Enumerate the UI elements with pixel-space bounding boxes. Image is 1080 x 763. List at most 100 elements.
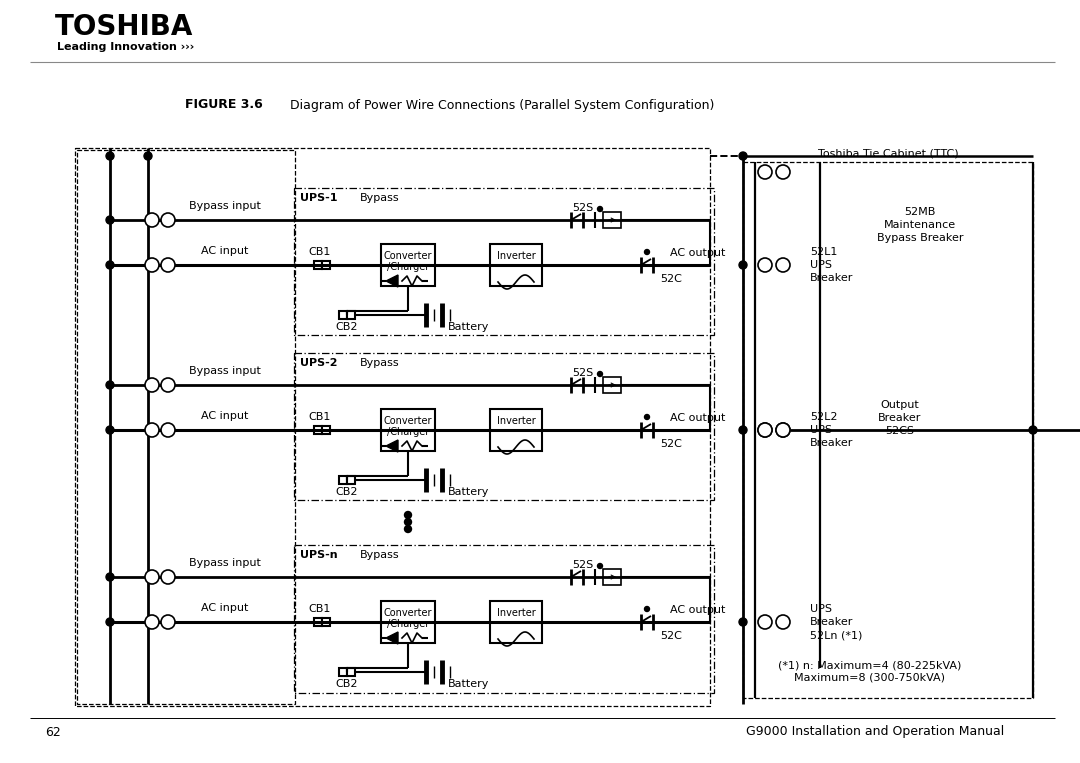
Text: CB1: CB1 — [309, 604, 332, 614]
Bar — [347, 311, 355, 319]
Text: AC input: AC input — [201, 411, 248, 421]
Text: Converter: Converter — [383, 416, 432, 426]
Text: Diagram of Power Wire Connections (Parallel System Configuration): Diagram of Power Wire Connections (Paral… — [278, 98, 714, 111]
Circle shape — [106, 216, 114, 224]
Circle shape — [739, 152, 747, 160]
Circle shape — [758, 615, 772, 629]
Bar — [603, 377, 621, 393]
Text: Bypass: Bypass — [360, 550, 400, 560]
Bar — [77, 150, 295, 704]
Text: Leading Innovation ›››: Leading Innovation ››› — [57, 42, 194, 52]
Text: UPS-2: UPS-2 — [300, 358, 337, 368]
Text: 62: 62 — [45, 726, 60, 739]
Text: Toshiba Tie Cabinet (TTC): Toshiba Tie Cabinet (TTC) — [818, 149, 958, 159]
Circle shape — [145, 423, 159, 437]
Circle shape — [645, 414, 649, 420]
Circle shape — [405, 511, 411, 519]
Bar — [381, 244, 435, 286]
Text: Bypass input: Bypass input — [189, 558, 261, 568]
Circle shape — [145, 615, 159, 629]
Text: Inverter: Inverter — [497, 251, 536, 261]
Circle shape — [739, 618, 747, 626]
Text: AC output: AC output — [671, 413, 726, 423]
Text: CB1: CB1 — [309, 412, 332, 422]
Bar — [490, 244, 542, 286]
Circle shape — [161, 258, 175, 272]
Circle shape — [777, 165, 789, 179]
Circle shape — [777, 423, 789, 437]
Circle shape — [758, 423, 772, 437]
Text: UPS-1: UPS-1 — [300, 193, 337, 203]
Bar — [339, 668, 347, 676]
Text: Converter: Converter — [383, 608, 432, 618]
Circle shape — [597, 372, 603, 376]
Circle shape — [758, 423, 772, 437]
Circle shape — [106, 381, 114, 389]
Bar — [314, 618, 322, 626]
Text: Battery: Battery — [448, 322, 489, 332]
Circle shape — [145, 258, 159, 272]
Circle shape — [161, 213, 175, 227]
Circle shape — [106, 152, 114, 160]
Text: 52C: 52C — [660, 274, 681, 284]
Circle shape — [758, 258, 772, 272]
Bar — [603, 569, 621, 585]
Text: CB2: CB2 — [336, 322, 359, 332]
Text: UPS: UPS — [810, 604, 832, 614]
Circle shape — [739, 426, 747, 434]
Text: Bypass: Bypass — [360, 193, 400, 203]
Bar — [294, 353, 714, 500]
Bar — [339, 476, 347, 484]
Circle shape — [777, 423, 789, 437]
Circle shape — [106, 618, 114, 626]
Circle shape — [106, 426, 114, 434]
Bar — [75, 148, 710, 706]
Circle shape — [758, 165, 772, 179]
Bar — [743, 162, 1032, 698]
Text: CB1: CB1 — [309, 247, 332, 257]
Bar — [603, 212, 621, 228]
Text: Battery: Battery — [448, 487, 489, 497]
Circle shape — [145, 213, 159, 227]
Circle shape — [739, 261, 747, 269]
Polygon shape — [386, 440, 399, 452]
Circle shape — [597, 564, 603, 568]
Text: Bypass input: Bypass input — [189, 201, 261, 211]
Text: Bypass Breaker: Bypass Breaker — [877, 233, 963, 243]
Text: Converter: Converter — [383, 251, 432, 261]
Bar — [381, 601, 435, 643]
Text: AC input: AC input — [201, 603, 248, 613]
Bar — [294, 545, 714, 693]
Text: Battery: Battery — [448, 679, 489, 689]
Circle shape — [1029, 426, 1037, 434]
Bar — [381, 409, 435, 451]
Bar — [322, 426, 330, 434]
Bar — [490, 601, 542, 643]
Text: CB2: CB2 — [336, 679, 359, 689]
Text: Maximum=8 (300-750kVA): Maximum=8 (300-750kVA) — [795, 673, 945, 683]
Text: Bypass input: Bypass input — [189, 366, 261, 376]
Text: Breaker: Breaker — [810, 617, 853, 627]
Text: UPS: UPS — [810, 425, 832, 435]
Text: UPS: UPS — [810, 260, 832, 270]
Text: 52L1: 52L1 — [810, 247, 837, 257]
Bar — [339, 311, 347, 319]
Text: Breaker: Breaker — [878, 413, 921, 423]
Circle shape — [161, 615, 175, 629]
Text: /Charger: /Charger — [387, 262, 429, 272]
Polygon shape — [386, 632, 399, 644]
Text: (*1) n: Maximum=4 (80-225kVA): (*1) n: Maximum=4 (80-225kVA) — [779, 660, 961, 670]
Text: 52S: 52S — [572, 560, 594, 570]
Text: 52L2: 52L2 — [810, 412, 837, 422]
Text: 52MB: 52MB — [904, 207, 935, 217]
Bar — [322, 261, 330, 269]
Text: /Charger: /Charger — [387, 427, 429, 437]
Circle shape — [777, 615, 789, 629]
Text: Maintenance: Maintenance — [883, 220, 956, 230]
Circle shape — [161, 378, 175, 392]
Circle shape — [777, 258, 789, 272]
Circle shape — [161, 570, 175, 584]
Bar — [347, 476, 355, 484]
Circle shape — [405, 526, 411, 533]
Circle shape — [145, 570, 159, 584]
